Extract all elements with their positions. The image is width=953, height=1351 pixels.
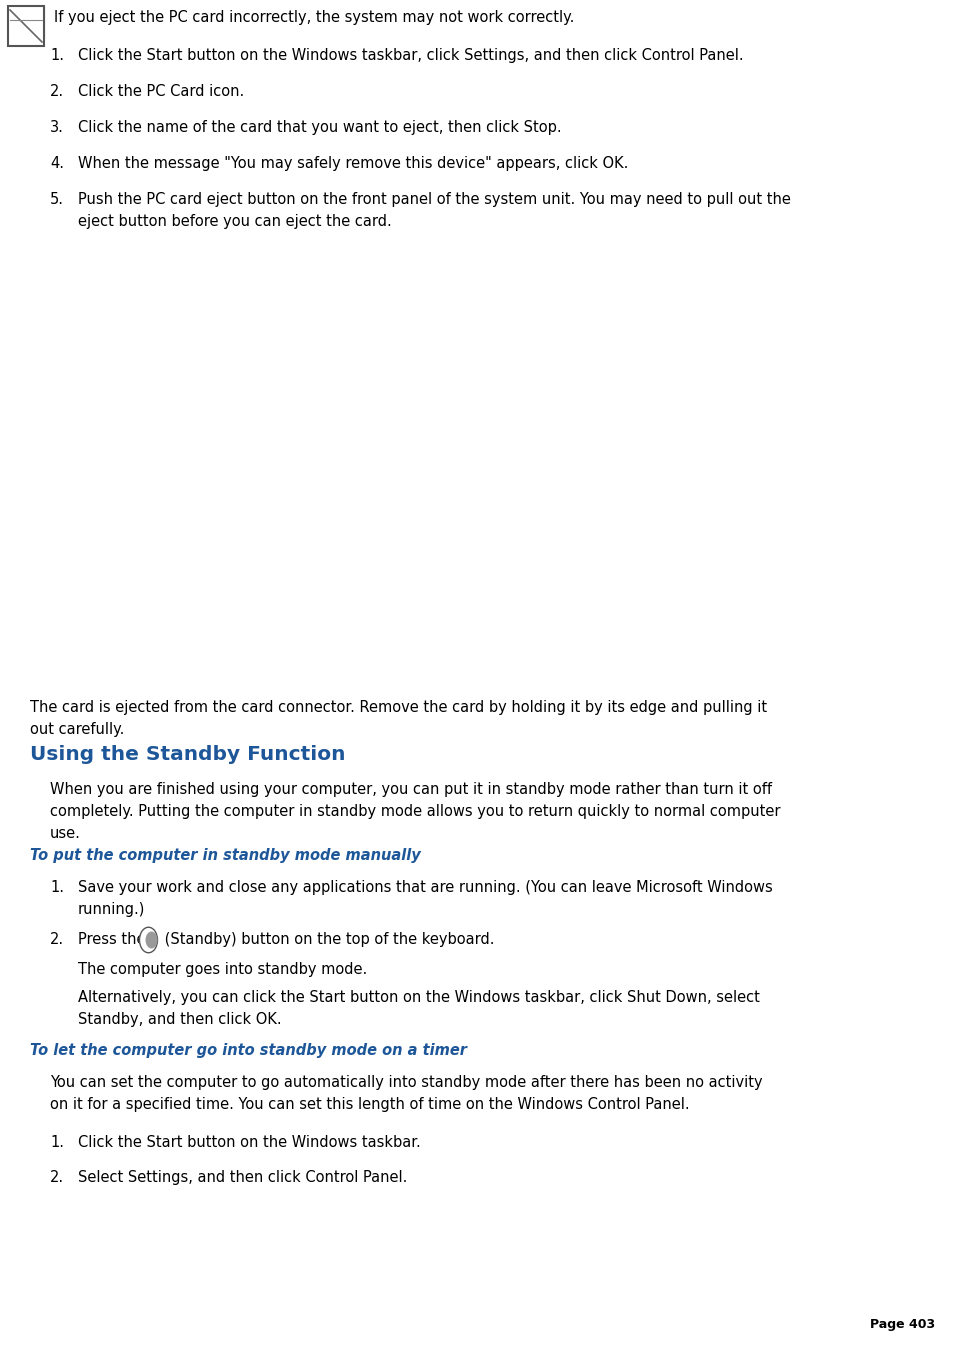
Text: Standby, and then click OK.: Standby, and then click OK. xyxy=(78,1012,281,1027)
Text: 1.: 1. xyxy=(50,880,64,894)
Text: When you are finished using your computer, you can put it in standby mode rather: When you are finished using your compute… xyxy=(50,782,771,797)
Text: The card is ejected from the card connector. Remove the card by holding it by it: The card is ejected from the card connec… xyxy=(30,700,766,715)
Text: Using the Standby Function: Using the Standby Function xyxy=(30,744,345,765)
Text: Click the name of the card that you want to eject, then click Stop.: Click the name of the card that you want… xyxy=(78,120,561,135)
Text: Push the PC card eject button on the front panel of the system unit. You may nee: Push the PC card eject button on the fro… xyxy=(78,192,790,207)
Text: Click the Start button on the Windows taskbar, click Settings, and then click Co: Click the Start button on the Windows ta… xyxy=(78,49,742,63)
Text: 4.: 4. xyxy=(50,155,64,172)
Text: The computer goes into standby mode.: The computer goes into standby mode. xyxy=(78,962,367,977)
Text: on it for a specified time. You can set this length of time on the Windows Contr: on it for a specified time. You can set … xyxy=(50,1097,689,1112)
Text: 1.: 1. xyxy=(50,1135,64,1150)
Text: (Standby) button on the top of the keyboard.: (Standby) button on the top of the keybo… xyxy=(160,932,495,947)
Text: use.: use. xyxy=(50,825,81,842)
Text: eject button before you can eject the card.: eject button before you can eject the ca… xyxy=(78,213,392,230)
Text: 2.: 2. xyxy=(50,932,64,947)
Text: Save your work and close any applications that are running. (You can leave Micro: Save your work and close any application… xyxy=(78,880,772,894)
Text: When the message "You may safely remove this device" appears, click OK.: When the message "You may safely remove … xyxy=(78,155,628,172)
Text: Page 403: Page 403 xyxy=(869,1319,934,1331)
FancyBboxPatch shape xyxy=(8,5,44,46)
Text: 3.: 3. xyxy=(50,120,64,135)
Text: Press the: Press the xyxy=(78,932,150,947)
Circle shape xyxy=(139,927,157,952)
Text: Click the PC Card icon.: Click the PC Card icon. xyxy=(78,84,244,99)
Text: To put the computer in standby mode manually: To put the computer in standby mode manu… xyxy=(30,848,420,863)
Text: 1.: 1. xyxy=(50,49,64,63)
Text: 2.: 2. xyxy=(50,84,64,99)
Text: If you eject the PC card incorrectly, the system may not work correctly.: If you eject the PC card incorrectly, th… xyxy=(54,9,574,26)
Text: 2.: 2. xyxy=(50,1170,64,1185)
Text: Alternatively, you can click the Start button on the Windows taskbar, click Shut: Alternatively, you can click the Start b… xyxy=(78,990,760,1005)
Text: You can set the computer to go automatically into standby mode after there has b: You can set the computer to go automatic… xyxy=(50,1075,761,1090)
Text: out carefully.: out carefully. xyxy=(30,721,124,738)
Text: To let the computer go into standby mode on a timer: To let the computer go into standby mode… xyxy=(30,1043,467,1058)
Text: completely. Putting the computer in standby mode allows you to return quickly to: completely. Putting the computer in stan… xyxy=(50,804,780,819)
Circle shape xyxy=(146,931,157,948)
Text: Select Settings, and then click Control Panel.: Select Settings, and then click Control … xyxy=(78,1170,407,1185)
Text: Click the Start button on the Windows taskbar.: Click the Start button on the Windows ta… xyxy=(78,1135,420,1150)
Text: running.): running.) xyxy=(78,902,145,917)
Text: 5.: 5. xyxy=(50,192,64,207)
